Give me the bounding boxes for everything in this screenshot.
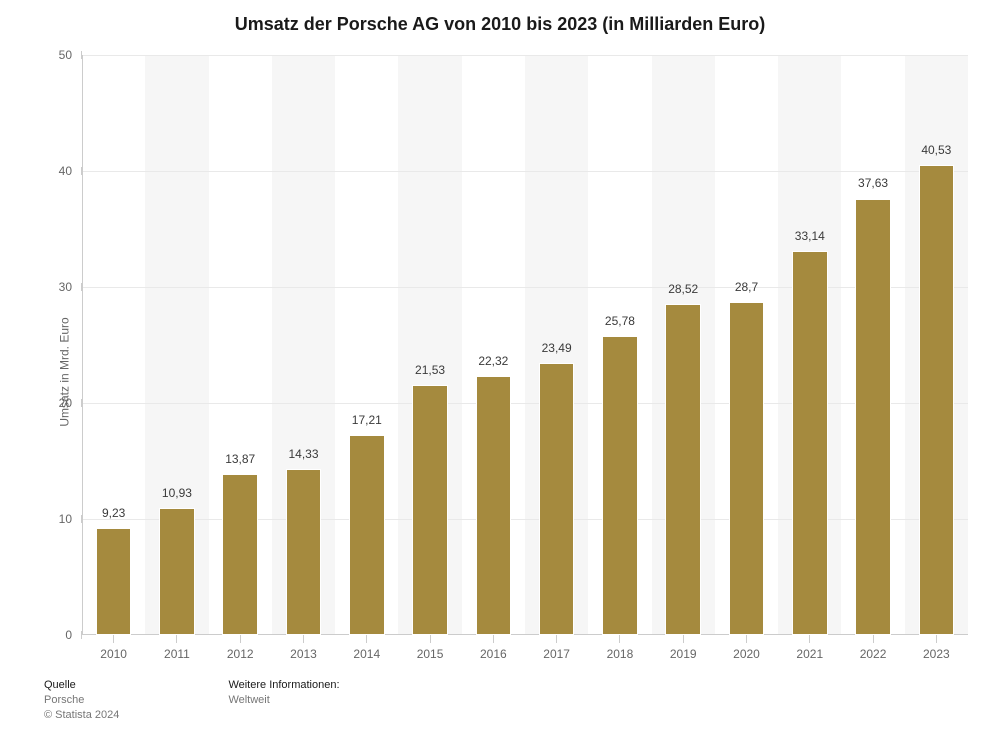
bar — [96, 528, 131, 635]
x-tick-label: 2012 — [227, 647, 254, 661]
x-tick — [366, 635, 367, 643]
bar-value-label: 25,78 — [605, 314, 635, 328]
bar — [412, 385, 447, 635]
bar — [855, 199, 890, 636]
gridline — [82, 171, 968, 172]
y-axis-line — [82, 55, 83, 635]
x-tick — [303, 635, 304, 643]
x-tick-label: 2016 — [480, 647, 507, 661]
footer-info-heading: Weitere Informationen: — [228, 678, 339, 693]
x-tick — [556, 635, 557, 643]
x-tick-label: 2018 — [607, 647, 634, 661]
x-tick-label: 2020 — [733, 647, 760, 661]
y-tick-label: 0 — [65, 628, 72, 642]
x-tick-label: 2023 — [923, 647, 950, 661]
bar-value-label: 37,63 — [858, 176, 888, 190]
y-tick-label: 30 — [59, 280, 72, 294]
x-tick — [493, 635, 494, 643]
gridline — [82, 519, 968, 520]
bar — [919, 165, 954, 635]
x-tick-label: 2015 — [417, 647, 444, 661]
bar-value-label: 28,7 — [735, 280, 758, 294]
bar — [286, 469, 321, 635]
bar — [349, 435, 384, 635]
bar — [792, 251, 827, 635]
bar-value-label: 10,93 — [162, 486, 192, 500]
footer-col-source: Quelle Porsche © Statista 2024 — [44, 678, 119, 723]
bar-value-label: 13,87 — [225, 452, 255, 466]
bar — [476, 376, 511, 635]
x-tick-label: 2014 — [353, 647, 380, 661]
x-tick-label: 2019 — [670, 647, 697, 661]
bar — [159, 508, 194, 635]
x-tick — [683, 635, 684, 643]
bar-value-label: 21,53 — [415, 363, 445, 377]
x-tick — [176, 635, 177, 643]
footer-info-line-0: Weltweit — [228, 693, 339, 708]
footer-col-info: Weitere Informationen: Weltweit — [228, 678, 339, 708]
x-tick — [619, 635, 620, 643]
x-tick — [873, 635, 874, 643]
footer-source-line-1: © Statista 2024 — [44, 708, 119, 723]
bar-value-label: 40,53 — [921, 143, 951, 157]
bar — [729, 302, 764, 635]
bar-value-label: 23,49 — [542, 341, 572, 355]
x-tick — [113, 635, 114, 643]
bar — [222, 474, 257, 635]
bar-value-label: 28,52 — [668, 282, 698, 296]
y-tick-label: 40 — [59, 164, 72, 178]
footer-source-heading: Quelle — [44, 678, 119, 693]
bar — [602, 336, 637, 635]
chart-title: Umsatz der Porsche AG von 2010 bis 2023 … — [0, 14, 1000, 35]
x-tick — [240, 635, 241, 643]
x-tick-label: 2022 — [860, 647, 887, 661]
gridline — [82, 55, 968, 56]
y-tick-label: 10 — [59, 512, 72, 526]
footer-source-line-0: Porsche — [44, 693, 119, 708]
y-tick-label: 50 — [59, 48, 72, 62]
bar-value-label: 14,33 — [288, 447, 318, 461]
bar — [539, 363, 574, 635]
x-axis-line — [82, 634, 968, 635]
bar — [665, 304, 700, 635]
x-tick-label: 2011 — [164, 647, 190, 661]
chart-footer: Quelle Porsche © Statista 2024 Weitere I… — [44, 678, 340, 723]
x-tick-label: 2010 — [100, 647, 127, 661]
bar-value-label: 17,21 — [352, 413, 382, 427]
x-tick — [746, 635, 747, 643]
gridline — [82, 287, 968, 288]
x-tick — [936, 635, 937, 643]
x-tick — [430, 635, 431, 643]
bar-value-label: 9,23 — [102, 506, 125, 520]
gridline — [82, 403, 968, 404]
bar-value-label: 33,14 — [795, 229, 825, 243]
x-tick-label: 2021 — [796, 647, 823, 661]
x-tick-label: 2017 — [543, 647, 570, 661]
chart-plot-area: 010203040509,23201010,93201113,87201214,… — [82, 55, 968, 635]
bar-value-label: 22,32 — [478, 354, 508, 368]
y-tick-label: 20 — [59, 396, 72, 410]
x-tick-label: 2013 — [290, 647, 317, 661]
x-tick — [809, 635, 810, 643]
